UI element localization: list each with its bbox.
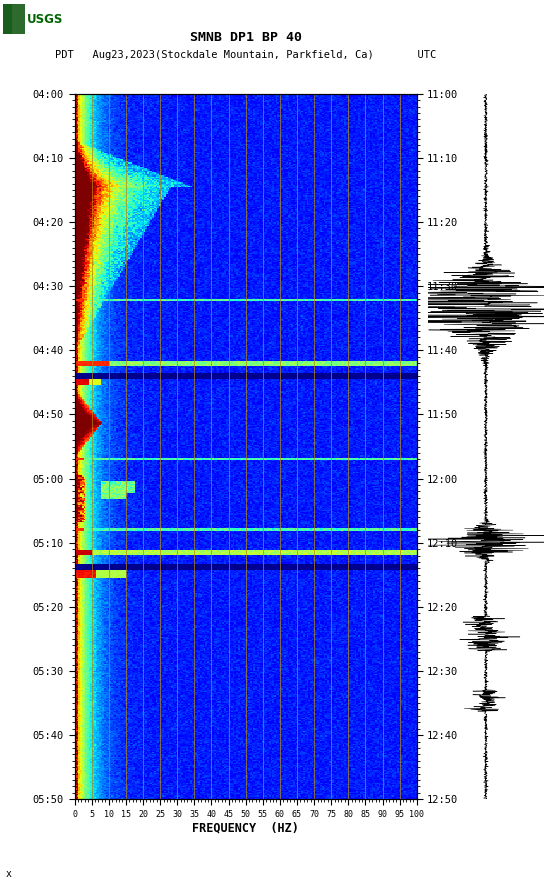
X-axis label: FREQUENCY  (HZ): FREQUENCY (HZ): [192, 822, 299, 834]
Text: PDT   Aug23,2023(Stockdale Mountain, Parkfield, Ca)       UTC: PDT Aug23,2023(Stockdale Mountain, Parkf…: [55, 50, 436, 61]
FancyBboxPatch shape: [3, 4, 12, 34]
FancyBboxPatch shape: [3, 4, 25, 34]
Text: USGS: USGS: [26, 13, 63, 26]
Text: SMNB DP1 BP 40: SMNB DP1 BP 40: [190, 31, 301, 44]
Text: x: x: [6, 869, 12, 879]
